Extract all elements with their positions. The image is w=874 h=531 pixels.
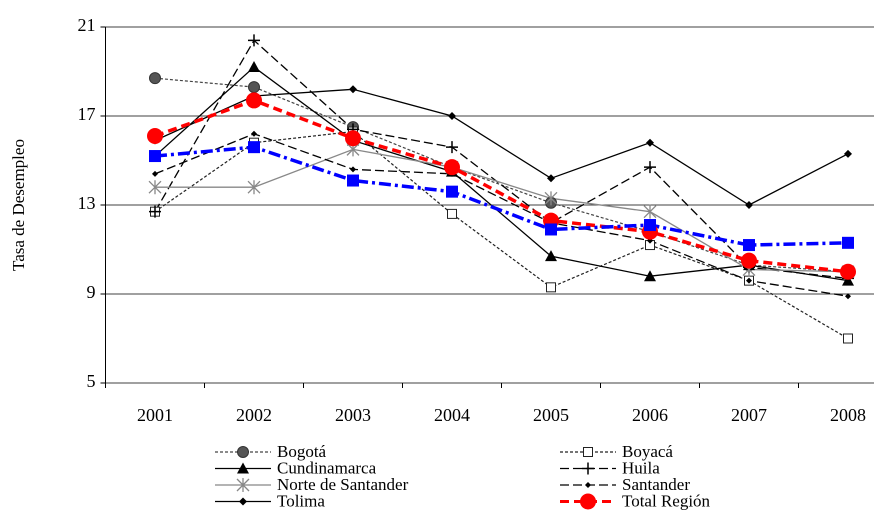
legend-marker — [580, 493, 596, 510]
series-line — [154, 88, 849, 206]
data-point — [644, 161, 656, 174]
data-point — [444, 159, 460, 176]
legend-label: Huila — [622, 458, 660, 477]
data-point — [350, 166, 356, 173]
y-tick-label: 13 — [78, 193, 96, 213]
data-point — [251, 130, 257, 137]
data-point — [644, 270, 656, 282]
data-point — [349, 85, 357, 94]
legend-label: Total Región — [622, 491, 711, 510]
data-point — [644, 219, 656, 232]
series-line — [154, 66, 849, 282]
legend-label: Santander — [622, 475, 690, 494]
data-point — [347, 174, 359, 187]
data-point — [248, 61, 260, 73]
legend-marker — [239, 497, 247, 506]
data-point — [545, 250, 557, 262]
data-point — [545, 223, 557, 236]
data-point — [152, 170, 158, 177]
legend-marker — [237, 462, 249, 474]
series-line — [154, 145, 849, 247]
x-tick-label: 2006 — [632, 405, 668, 425]
series-line — [154, 133, 849, 297]
legend-label: Cundinamarca — [277, 458, 377, 477]
legend-marker — [237, 446, 249, 458]
legend-marker — [582, 462, 594, 475]
x-tick-label: 2003 — [335, 405, 371, 425]
series-line — [154, 77, 849, 273]
legend-marker — [585, 482, 591, 488]
data-point — [345, 130, 361, 147]
x-tick-label: 2001 — [137, 405, 173, 425]
x-tick-label: 2007 — [731, 405, 767, 425]
y-axis-label: Tasa de Desempleo — [9, 139, 28, 271]
data-point — [446, 185, 458, 198]
data-point — [447, 208, 457, 219]
data-point — [246, 92, 262, 109]
data-point — [845, 293, 851, 300]
y-tick-label: 5 — [87, 371, 96, 391]
data-point — [149, 150, 161, 163]
data-point — [544, 191, 558, 206]
data-point — [147, 128, 163, 145]
legend-marker — [583, 447, 593, 457]
data-point — [745, 201, 753, 209]
x-tick-label: 2004 — [434, 405, 470, 425]
data-point — [643, 204, 657, 219]
data-point — [448, 112, 456, 120]
data-point — [247, 180, 261, 195]
data-point — [842, 236, 854, 249]
data-point — [843, 333, 853, 344]
data-point — [743, 239, 755, 252]
legend-label: Bogotá — [277, 442, 327, 461]
series-line — [155, 148, 849, 273]
series-line — [154, 98, 849, 274]
legend-label: Boyacá — [622, 442, 673, 461]
data-point — [741, 252, 757, 269]
data-point — [149, 72, 161, 85]
data-point — [248, 81, 260, 94]
data-point — [248, 34, 260, 47]
x-tick-label: 2005 — [533, 405, 569, 425]
data-point — [646, 138, 654, 147]
series-line — [154, 130, 849, 340]
y-tick-label: 9 — [87, 282, 96, 302]
data-point — [546, 282, 556, 293]
data-point — [149, 205, 161, 218]
legend-marker — [236, 478, 250, 492]
data-point — [746, 277, 752, 284]
legend-label: Norte de Santander — [277, 475, 409, 494]
data-point — [446, 141, 458, 154]
y-tick-label: 21 — [78, 15, 96, 35]
x-tick-label: 2008 — [830, 405, 866, 425]
data-point — [844, 149, 852, 158]
data-point — [248, 141, 260, 154]
data-point — [148, 180, 162, 195]
x-tick-label: 2002 — [236, 405, 272, 425]
series-line — [154, 39, 849, 280]
data-point — [547, 174, 555, 183]
y-tick-label: 17 — [78, 104, 96, 124]
data-point — [840, 263, 856, 280]
legend-label: Tolima — [277, 491, 325, 510]
